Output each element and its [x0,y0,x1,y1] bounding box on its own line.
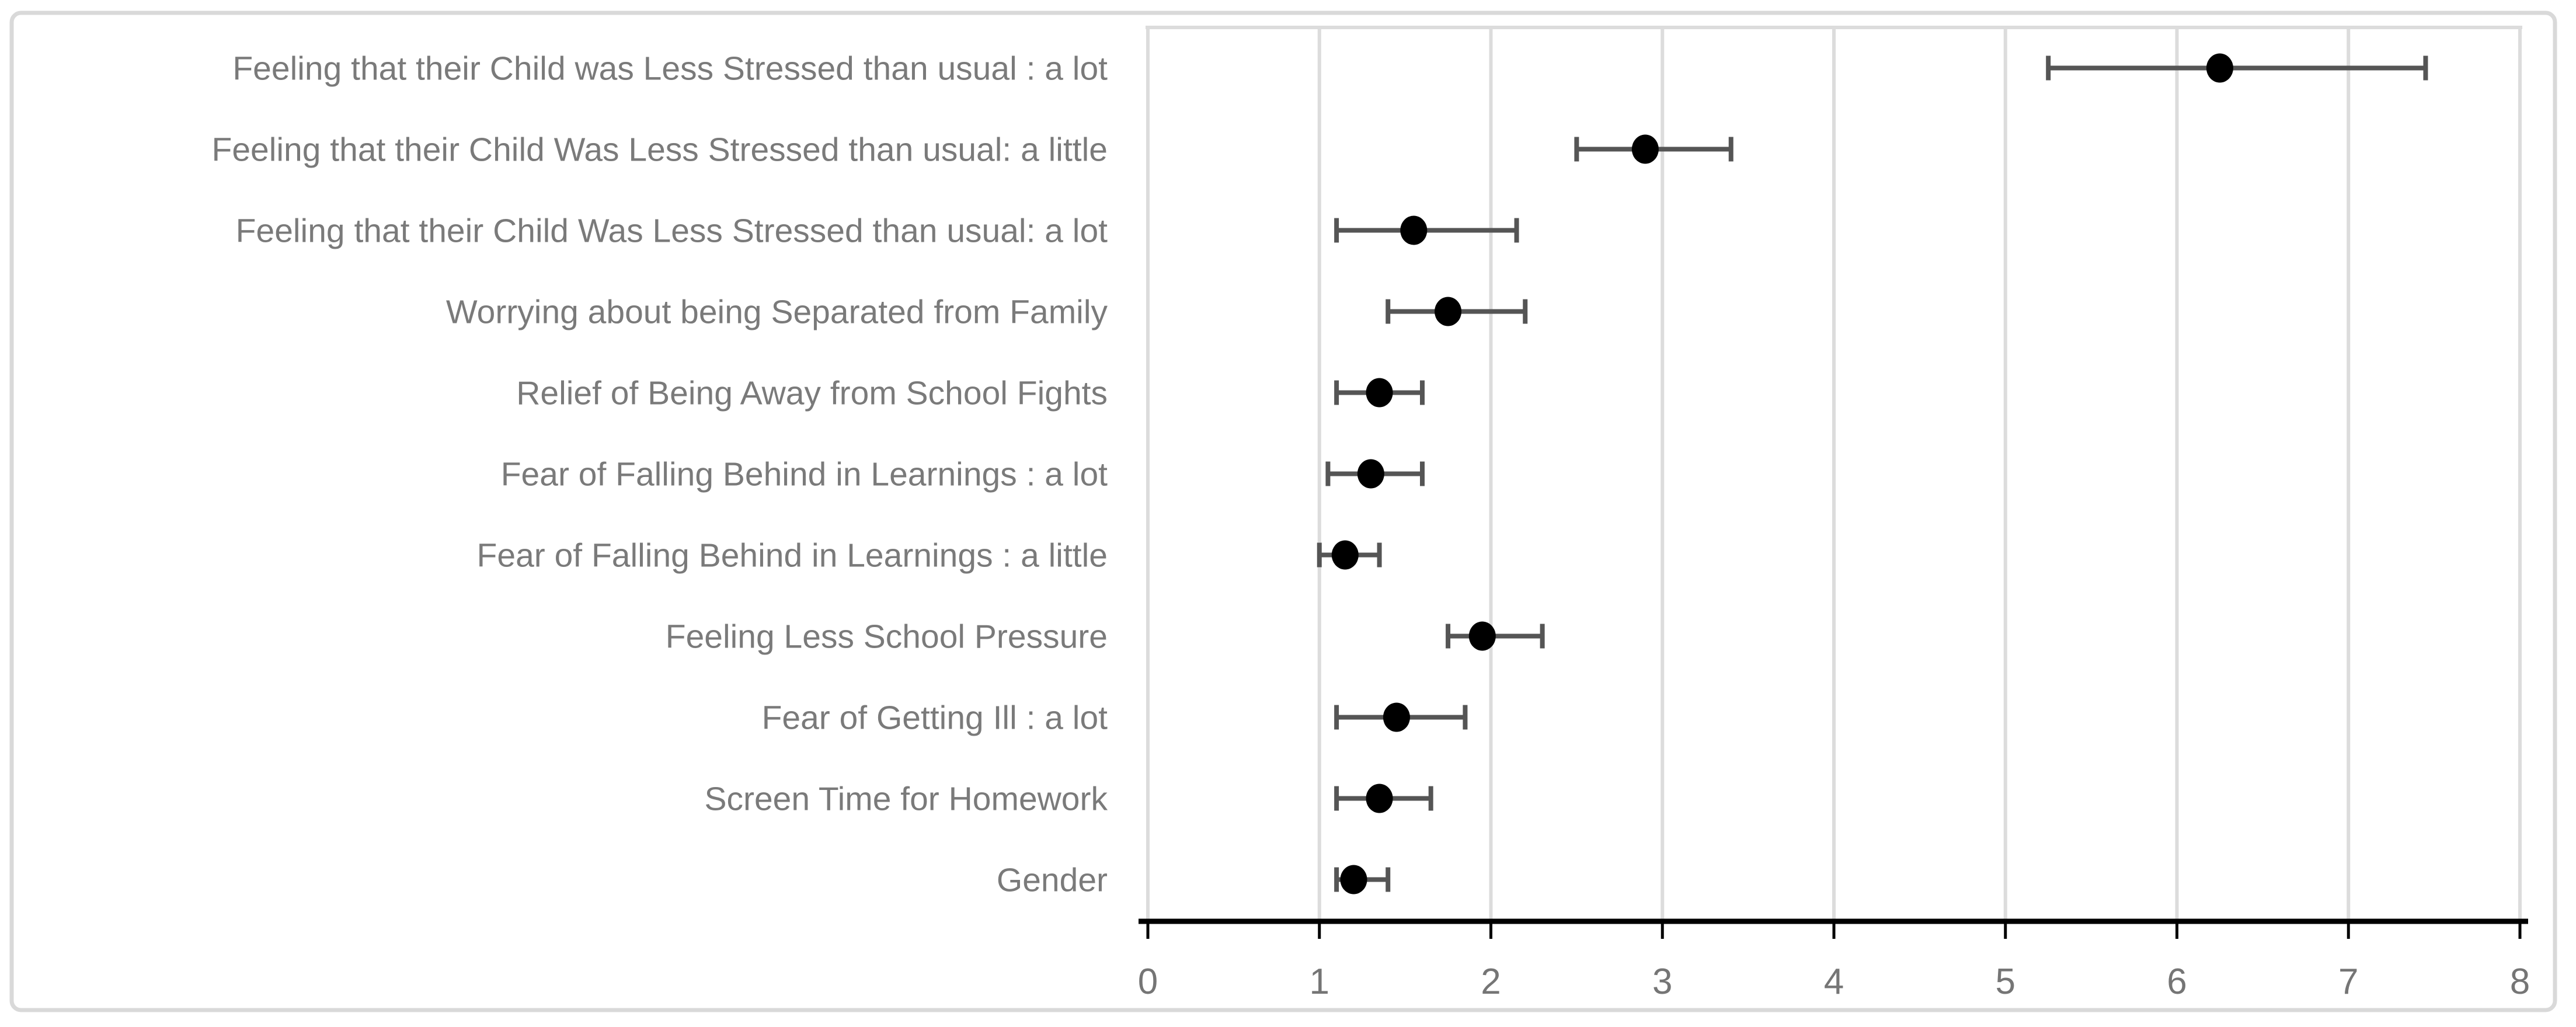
x-tick-label-1: 1 [1310,962,1329,1002]
data-point [1400,215,1428,245]
x-tick-label-8: 8 [2510,962,2530,1002]
x-tick-label-5: 5 [1996,962,2015,1002]
row-label: Feeling that their Child Was Less Stress… [236,213,1108,250]
row-label: Feeling that their Child was Less Stress… [232,50,1108,88]
data-point [2206,53,2233,83]
data-point [1435,297,1462,326]
x-tick-label-0: 0 [1138,962,1158,1002]
row-label: Gender [997,862,1108,899]
row-label: Fear of Falling Behind in Learnings : a … [501,456,1108,493]
figure-frame [9,11,2557,1012]
row-label: Feeling that their Child Was Less Stress… [212,131,1108,169]
data-point [1331,540,1359,570]
row-label: Fear of Getting Ill : a lot [762,699,1108,737]
row-label: Worrying about being Separated from Fami… [446,294,1108,331]
data-point [1366,378,1393,408]
data-point [1468,621,1496,651]
row-label: Fear of Falling Behind in Learnings : a … [477,537,1108,575]
x-tick-label-7: 7 [2338,962,2358,1002]
x-tick-label-3: 3 [1652,962,1672,1002]
data-point [1340,865,1367,894]
x-tick-label-6: 6 [2167,962,2187,1002]
row-label: Feeling Less School Pressure [666,618,1108,656]
data-point [1631,134,1659,164]
x-tick-label-2: 2 [1481,962,1501,1002]
x-tick-label-4: 4 [1824,962,1844,1002]
data-point [1357,459,1384,489]
row-label: Relief of Being Away from School Fights [516,375,1108,412]
data-point [1366,784,1393,813]
row-label: Screen Time for Homework [704,781,1108,818]
data-point [1383,702,1410,732]
